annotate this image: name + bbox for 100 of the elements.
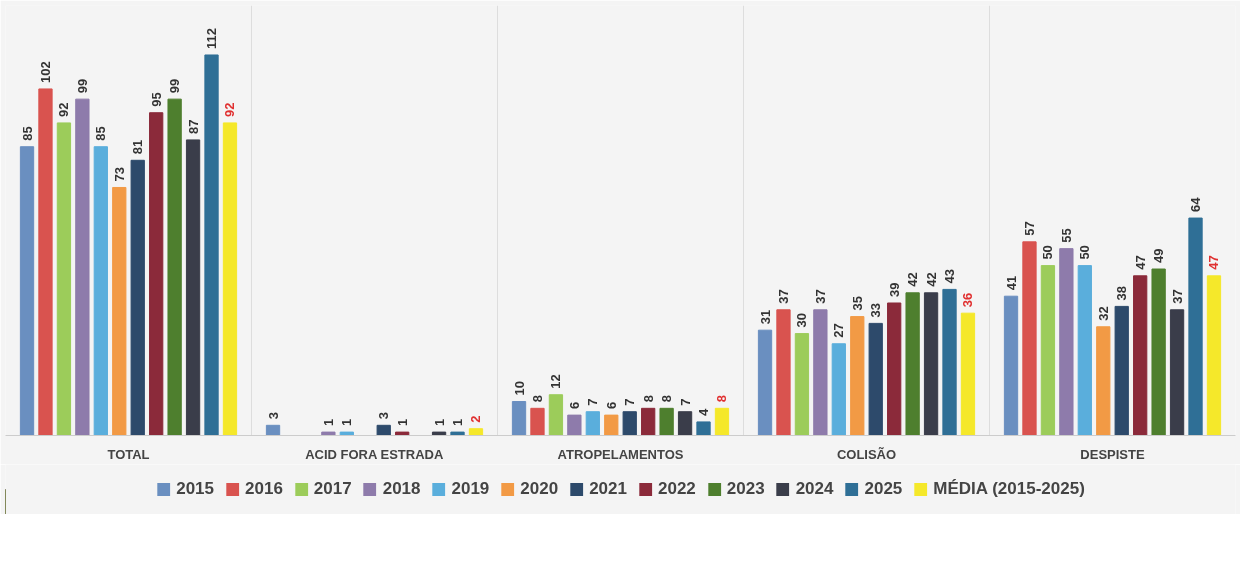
- data-label: 95: [148, 92, 164, 107]
- data-label: 30: [794, 313, 810, 328]
- data-label: 92: [56, 102, 72, 117]
- legend-label: 2021: [589, 479, 627, 499]
- legend-label: 2023: [726, 479, 765, 499]
- legend-label: 2025: [864, 479, 903, 499]
- bar: [38, 88, 53, 436]
- data-label: 87: [185, 119, 201, 134]
- bar: [714, 407, 730, 436]
- data-label: 49: [1151, 248, 1167, 264]
- data-label: 1: [450, 418, 466, 427]
- bar: [677, 411, 693, 436]
- legend-label: 2016: [245, 479, 283, 499]
- data-label: 1: [339, 418, 355, 427]
- bar: [1133, 275, 1148, 436]
- data-label: 112: [204, 27, 220, 49]
- bar: [321, 431, 336, 436]
- data-label: 1: [320, 418, 336, 427]
- legend-label: 2022: [657, 479, 696, 499]
- data-label: 8: [640, 395, 656, 403]
- data-label: 47: [1206, 255, 1222, 270]
- data-label: 37: [812, 289, 828, 304]
- x-tick-label: COLISÃO: [836, 446, 897, 462]
- bar: [905, 292, 920, 436]
- bar: [185, 139, 201, 436]
- bar: [204, 54, 219, 436]
- x-tick-label: ACID FORA ESTRADA: [305, 446, 444, 462]
- bar: [1114, 305, 1129, 436]
- bar: [1022, 241, 1037, 436]
- bar: [511, 401, 527, 436]
- bar: [112, 186, 127, 436]
- bar: [1003, 295, 1019, 436]
- bar: [868, 322, 883, 436]
- bar: [1169, 309, 1185, 436]
- data-label: 4: [696, 407, 712, 416]
- legend-label: 2020: [520, 479, 559, 499]
- bar: [794, 333, 810, 436]
- bar: [431, 431, 447, 436]
- data-label: 36: [960, 292, 976, 308]
- data-label: 2: [468, 415, 484, 423]
- bar: [942, 288, 957, 436]
- bar: [696, 421, 711, 436]
- bar: [960, 312, 976, 436]
- bar: [93, 146, 108, 436]
- data-label: 39: [886, 282, 902, 297]
- bar: [1188, 217, 1203, 436]
- data-label: 41: [1003, 275, 1019, 291]
- legend-label: 2015: [176, 479, 215, 499]
- bar: [604, 414, 619, 436]
- bar: [585, 411, 600, 436]
- bar: [450, 431, 465, 436]
- data-label: 6: [566, 401, 582, 410]
- bar: [757, 329, 773, 436]
- bar: [130, 159, 145, 436]
- data-label: 99: [167, 78, 183, 94]
- data-label: 3: [376, 412, 392, 420]
- data-label: 12: [548, 374, 564, 389]
- data-label: 1: [431, 418, 447, 427]
- data-label: 32: [1095, 306, 1111, 321]
- data-label: 43: [942, 268, 958, 284]
- data-label: 57: [1021, 221, 1037, 236]
- data-label: 92: [222, 102, 238, 117]
- data-label: 6: [603, 401, 619, 410]
- data-label: 85: [93, 126, 109, 141]
- data-label: 64: [1188, 196, 1204, 213]
- data-label: 102: [37, 61, 53, 83]
- data-label: 85: [19, 126, 35, 141]
- data-label: 35: [849, 296, 865, 311]
- data-label: 7: [622, 398, 638, 406]
- bar: [530, 407, 545, 436]
- data-label: 31: [757, 309, 773, 325]
- data-label: 55: [1058, 228, 1074, 243]
- data-label: 10: [511, 381, 527, 396]
- data-label: 37: [775, 289, 791, 304]
- bar: [1206, 275, 1222, 436]
- bar: [813, 309, 828, 436]
- legend-label: MÉDIA (2015-2025): [933, 479, 1085, 499]
- data-label: 50: [1040, 245, 1056, 260]
- data-label: 8: [714, 395, 730, 403]
- bar: [149, 112, 164, 436]
- data-label: 99: [74, 78, 90, 94]
- data-label: 8: [659, 395, 675, 403]
- bar: [1059, 248, 1074, 436]
- legend-label: 2018: [382, 479, 421, 499]
- legend-label: 2024: [795, 479, 834, 499]
- data-label: 7: [677, 398, 693, 406]
- bar: [1151, 268, 1166, 436]
- data-label: 7: [585, 398, 601, 406]
- bar: [659, 407, 674, 436]
- bar: [831, 343, 846, 436]
- data-label: 3: [265, 412, 281, 420]
- x-tick-label: TOTAL: [107, 446, 150, 462]
- bar: [850, 316, 865, 436]
- legend-label: 2017: [313, 479, 352, 499]
- data-label: 8: [529, 395, 545, 403]
- bar: [395, 431, 410, 436]
- bar: [167, 98, 182, 436]
- data-label: 27: [831, 323, 847, 338]
- bar: [376, 424, 391, 436]
- legend-label: 2019: [451, 479, 490, 499]
